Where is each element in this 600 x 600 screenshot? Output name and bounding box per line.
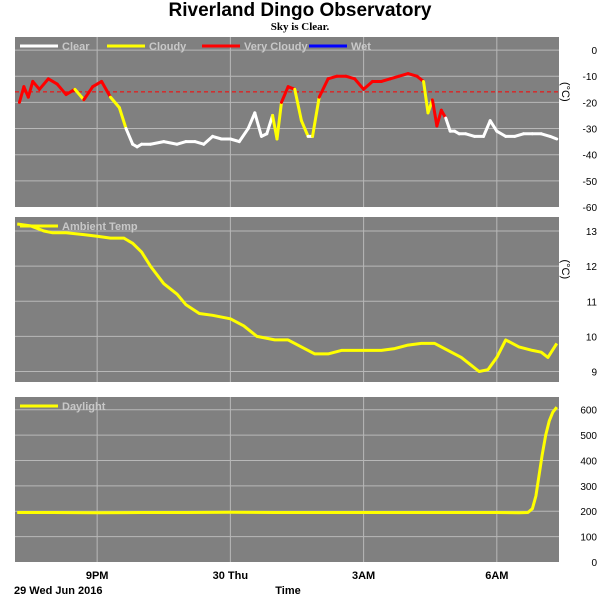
legend-label-clear: Clear: [62, 41, 90, 53]
sky-conditions-ytick-label: -30: [583, 125, 598, 136]
ambient-temperature-series-line: [16, 222, 559, 373]
daylight-series-line: [17, 406, 558, 515]
sky-series-segment: [175, 140, 188, 146]
daylight-ytick-label: 600: [580, 406, 597, 417]
ambient-temperature-legend-label: Ambient Temp: [62, 221, 138, 233]
sky-conditions-ytick-label: -50: [583, 177, 598, 188]
sky-series-segment: [513, 132, 525, 138]
sky-series-segment: [26, 79, 35, 99]
x-tick-label: 6AM: [485, 570, 508, 582]
ambient-temperature-ytick-label: 9: [591, 367, 597, 378]
sky-series-segment: [379, 77, 392, 83]
x-tick-label: 9PM: [86, 570, 109, 582]
daylight-ytick-label: 400: [580, 456, 597, 467]
sky-series-segment: [444, 116, 452, 133]
sky-conditions-ylabel: (°C): [559, 82, 571, 102]
sky-series-segment: [31, 79, 41, 91]
sky-series-segment: [488, 119, 499, 133]
sky-series-segment: [548, 134, 559, 141]
sky-series-segment: [246, 111, 257, 131]
sky-series-segment: [388, 74, 401, 81]
chart-title: Riverland Dingo Observatory: [168, 0, 432, 21]
sky-series-segment: [293, 87, 303, 123]
daylight-ytick-label: 0: [591, 558, 597, 569]
legend-label-very_cloudy: Very Cloudy: [244, 41, 308, 53]
sky-series-segment: [37, 77, 50, 91]
sky-series-segment: [108, 95, 121, 110]
sky-series-segment: [202, 134, 215, 146]
sky-status-subtitle: Sky is Clear.: [270, 21, 330, 33]
ambient-temperature-ylabel: (°C): [559, 260, 571, 280]
ambient-temperature-ytick-label: 11: [587, 297, 598, 308]
sky-series-segment: [430, 98, 439, 128]
sky-series-segment: [422, 79, 430, 115]
sky-series-segment: [439, 108, 448, 120]
ambient-temperature-ytick-label: 10: [586, 332, 598, 343]
sky-series-segment: [326, 74, 339, 81]
sky-series-segment: [211, 134, 223, 141]
sky-series-segment: [265, 113, 275, 136]
ambient-temperature-ytick-label: 13: [586, 227, 598, 238]
sky-series-segment: [64, 87, 77, 97]
sky-series-segment: [253, 111, 263, 138]
sky-series-segment: [193, 140, 206, 146]
sky-series-segment: [317, 77, 330, 99]
legend-label-cloudy: Cloudy: [149, 41, 187, 53]
sky-series-segment: [73, 87, 86, 102]
daylight-panel: [15, 397, 559, 562]
sky-series-segment: [353, 77, 366, 91]
sky-series-segment: [406, 72, 419, 78]
daylight-ytick-label: 100: [580, 533, 597, 544]
daylight-ytick-label: 300: [580, 482, 597, 493]
sky-series-segment: [464, 132, 477, 138]
sky-series-segment: [46, 77, 59, 86]
sky-series-segment: [482, 119, 492, 138]
sky-series-segment: [279, 85, 290, 104]
sky-series-segment: [228, 137, 241, 144]
sky-series-segment: [275, 100, 283, 141]
sky-series-segment: [362, 79, 374, 91]
x-tick-label: 30 Thu: [213, 570, 248, 582]
sky-series-segment: [148, 140, 166, 146]
x-tick-label: 3AM: [352, 570, 375, 582]
daylight-ytick-label: 200: [580, 507, 597, 518]
sky-series-segment: [435, 108, 443, 128]
sky-series-segment: [299, 119, 310, 138]
sky-series-segment: [117, 106, 128, 131]
date-label: 29 Wed Jun 2016: [14, 585, 102, 597]
sky-series-segment: [17, 85, 26, 104]
sky-conditions-ytick-label: -20: [583, 98, 598, 109]
sky-series-segment: [124, 127, 135, 146]
sky-conditions-panel: [15, 37, 559, 207]
sky-conditions-ytick-label: -60: [583, 203, 598, 214]
x-axis-label: Time: [275, 585, 300, 597]
sky-series-segment: [344, 74, 357, 81]
sky-series-segment: [237, 127, 250, 144]
sky-series-segment: [91, 79, 104, 89]
sky-series-segment: [397, 72, 410, 78]
ambient-temperature-panel: [15, 217, 559, 382]
sky-series-segment: [162, 140, 179, 146]
sky-series-segment: [100, 79, 112, 99]
daylight-legend-label: Daylight: [62, 401, 106, 413]
sky-series-segment: [311, 95, 321, 138]
sky-series-segment: [82, 85, 95, 102]
sky-conditions-ytick-label: 0: [591, 46, 597, 57]
sky-series-segment: [55, 82, 68, 97]
sky-conditions-ytick-label: -40: [583, 151, 598, 162]
daylight-ytick-label: 500: [580, 431, 597, 442]
sky-series-segment: [495, 129, 508, 138]
sky-conditions-ytick-label: -10: [583, 72, 598, 83]
legend-label-wet: Wet: [351, 41, 371, 53]
sky-series-segment: [539, 132, 552, 138]
ambient-temperature-ytick-label: 12: [586, 262, 598, 273]
